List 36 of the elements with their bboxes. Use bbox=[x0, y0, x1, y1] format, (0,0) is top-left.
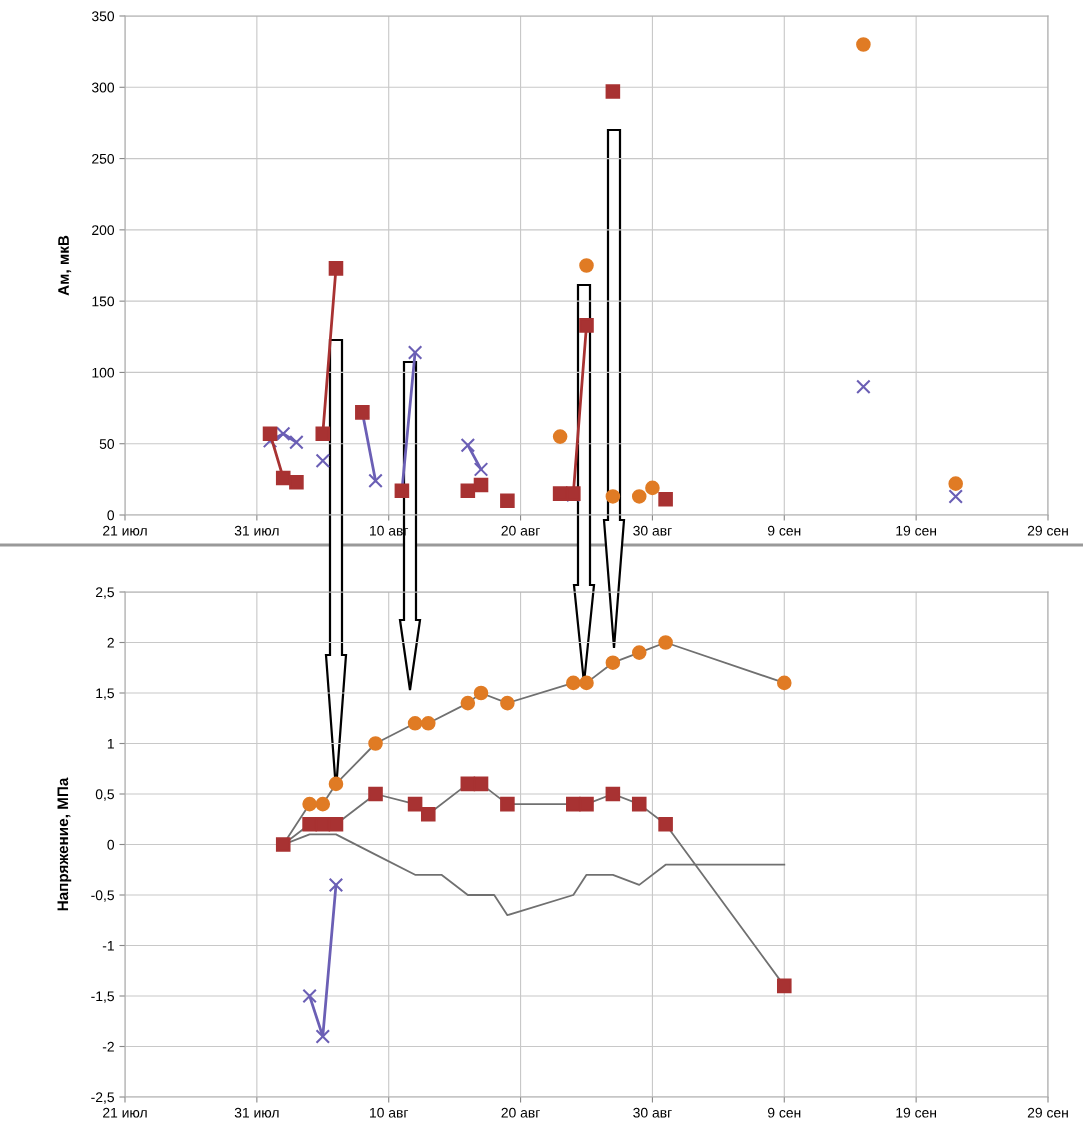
y-tick-label: 1 bbox=[107, 738, 114, 749]
y-axis-title: Напряжение, МПа bbox=[57, 777, 72, 911]
y-tick-label: 50 bbox=[99, 439, 115, 449]
x-tick-label: 20 авг bbox=[501, 525, 540, 536]
x-tick-label: 19 сен bbox=[896, 1107, 937, 1118]
y-axis-title: Ам, мкВ bbox=[58, 235, 72, 296]
y-tick-label: 0 bbox=[107, 839, 115, 850]
y-tick-label: -0,5 bbox=[91, 890, 114, 902]
x-tick-label: 19 сен bbox=[896, 525, 937, 536]
y-tick-label: -1,5 bbox=[91, 991, 114, 1003]
y-tick-label: 200 bbox=[92, 225, 115, 236]
x-tick-label: 30 авг bbox=[633, 525, 672, 536]
y-tick-label: -2 bbox=[102, 1041, 114, 1052]
y-tick-label: 0 bbox=[107, 510, 115, 521]
x-tick-label: 30 авг bbox=[633, 1107, 672, 1118]
y-tick-label: 300 bbox=[91, 82, 115, 93]
x-tick-label: 29 сен bbox=[1027, 525, 1068, 536]
y-tick-label: 250 bbox=[92, 153, 115, 164]
y-tick-label: -1 bbox=[102, 940, 114, 951]
x-tick-label: 29 сен bbox=[1027, 1107, 1068, 1118]
y-tick-label: 0,5 bbox=[95, 789, 114, 801]
y-tick-label: 1,5 bbox=[96, 688, 114, 700]
y-tick-label: 350 bbox=[91, 11, 115, 22]
y-tick-label: 100 bbox=[92, 367, 115, 378]
x-tick-label: 31 июл bbox=[234, 1107, 279, 1118]
y-tick-label: 150 bbox=[92, 296, 115, 307]
x-tick-label: 10 авг bbox=[370, 1107, 409, 1118]
y-tick-label: -2,5 bbox=[91, 1092, 114, 1104]
x-tick-label: 20 авг bbox=[501, 1107, 540, 1118]
y-tick-label: 2 bbox=[107, 637, 114, 648]
x-tick-label: 21 июл bbox=[103, 525, 147, 536]
x-tick-label: 21 июл bbox=[103, 1107, 147, 1118]
x-tick-label: 9 сен bbox=[767, 1107, 801, 1118]
x-tick-label: 31 июл bbox=[234, 525, 279, 536]
x-tick-label: 9 сен bbox=[767, 525, 801, 536]
y-tick-label: 2,5 bbox=[95, 587, 114, 599]
